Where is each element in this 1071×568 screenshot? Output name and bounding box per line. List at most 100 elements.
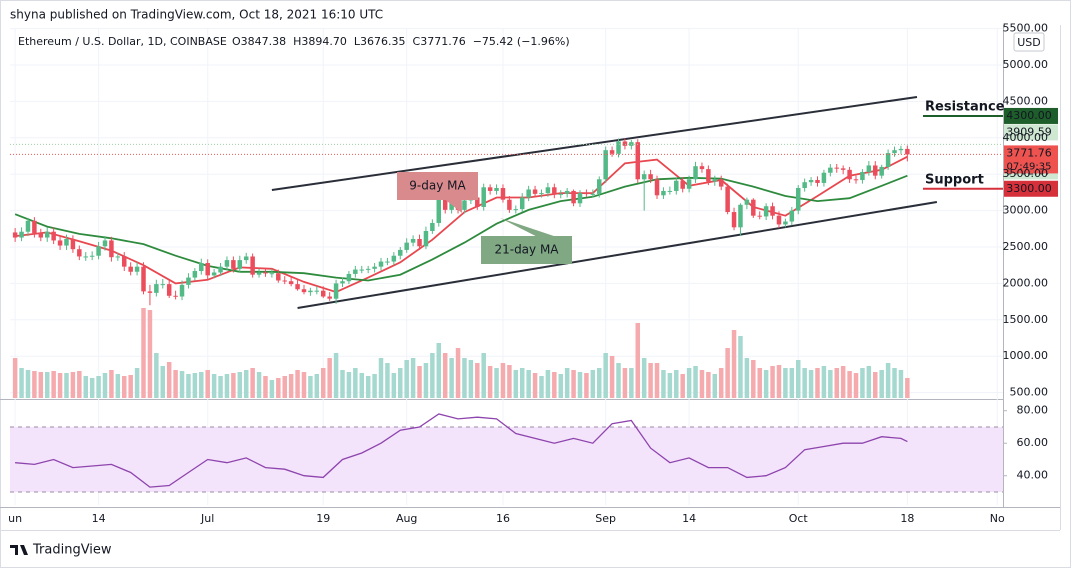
candle-body	[840, 168, 846, 170]
candle-body	[706, 169, 711, 182]
volume-bar	[597, 368, 602, 398]
candle-body	[51, 231, 56, 241]
candle-body	[597, 179, 602, 194]
volume-bar	[706, 372, 711, 398]
volume-bar	[44, 372, 50, 398]
volume-bar	[276, 378, 281, 398]
x-tick-label: 18	[900, 512, 914, 525]
candle-body	[853, 179, 859, 181]
candle-body	[494, 188, 499, 191]
candle-body	[417, 238, 422, 247]
volume-bar	[609, 356, 615, 398]
volume-bar	[564, 368, 570, 398]
candle-body	[57, 240, 63, 246]
candle-body	[359, 269, 365, 271]
candle-body	[500, 188, 506, 200]
candle-body	[481, 187, 486, 207]
volume-bar	[776, 365, 782, 398]
candle-body	[250, 256, 255, 275]
volume-bar	[757, 368, 762, 398]
volume-bar	[519, 368, 525, 398]
volume-bar	[725, 348, 730, 398]
candle-body	[134, 266, 140, 272]
candle-body	[64, 238, 69, 246]
volume-bar	[475, 363, 480, 398]
volume-bar	[64, 373, 69, 398]
volume-bar	[449, 358, 454, 398]
volume-bar	[905, 378, 910, 398]
symbol: Ethereum / U.S. Dollar, 1D, COINBASE	[18, 35, 227, 48]
rsi-tick-label: 60.00	[1017, 436, 1049, 449]
volume-bar	[898, 370, 904, 398]
volume-bar	[648, 363, 653, 398]
channel-line	[271, 96, 918, 191]
volume-bar	[808, 370, 814, 398]
candle-body	[186, 277, 191, 285]
volume-bar	[442, 353, 448, 398]
candle-body	[179, 284, 185, 297]
candle-body	[783, 221, 788, 225]
candle-body	[731, 212, 737, 228]
x-tick-label: 14	[682, 512, 696, 525]
volume-bar	[199, 372, 204, 398]
candle-body	[269, 273, 275, 275]
volume-bar	[109, 370, 114, 398]
channel-line	[297, 201, 938, 309]
candle-body	[885, 153, 891, 167]
candle-body	[751, 199, 756, 216]
candle-body	[218, 266, 223, 273]
candle-body	[166, 284, 172, 296]
rsi-tick-label: 80.00	[1017, 404, 1049, 417]
candle-body	[404, 242, 409, 250]
volume-bar	[224, 374, 230, 398]
candle-body	[77, 249, 82, 257]
volume-bar	[32, 371, 37, 398]
volume-bar	[128, 375, 133, 398]
currency: USD	[1017, 36, 1041, 49]
countdown: 07:49:35	[1007, 161, 1052, 172]
candle-body	[847, 169, 852, 180]
volume-bar	[417, 366, 422, 398]
x-tick-label: un	[8, 512, 22, 525]
candle-body	[609, 150, 615, 154]
volume-bar	[751, 360, 756, 398]
candle-body	[475, 197, 480, 207]
volume-bar	[423, 363, 429, 398]
volume-bar	[96, 376, 101, 398]
volume-bar	[603, 353, 608, 398]
volume-bar	[892, 368, 897, 398]
volume-bar	[231, 373, 236, 398]
volume-bar	[840, 366, 846, 398]
candle-body	[256, 272, 262, 275]
volume-bar	[635, 323, 641, 398]
y-tick-label: 3000.00	[1003, 204, 1049, 217]
candle-body	[365, 268, 371, 270]
volume-bar	[122, 376, 127, 398]
candle-body	[295, 284, 300, 290]
volume-bar	[320, 368, 326, 398]
y-tick-label: 4500.00	[1003, 94, 1049, 107]
volume-bar	[680, 374, 685, 398]
candle-body	[789, 210, 795, 222]
volume-bar	[744, 358, 750, 398]
candle-body	[558, 193, 563, 195]
volume-bar	[38, 372, 44, 398]
volume-bar	[166, 362, 172, 398]
candle-body	[314, 290, 320, 292]
volume-bar	[834, 368, 839, 398]
level-name: Resistance	[925, 99, 1005, 114]
volume-bar	[641, 358, 647, 398]
candle-body	[873, 165, 878, 176]
legend-value: C3771.76	[413, 35, 466, 48]
candle-body	[590, 193, 596, 195]
volume-bar	[25, 370, 31, 398]
volume-bar	[282, 376, 287, 398]
volume-bar	[288, 374, 294, 398]
rsi-band	[10, 426, 1003, 492]
volume-bar	[430, 353, 435, 398]
volume-bar	[327, 358, 332, 398]
candle-body	[507, 199, 512, 210]
candle-body	[25, 220, 31, 232]
brand-logo	[10, 545, 28, 555]
